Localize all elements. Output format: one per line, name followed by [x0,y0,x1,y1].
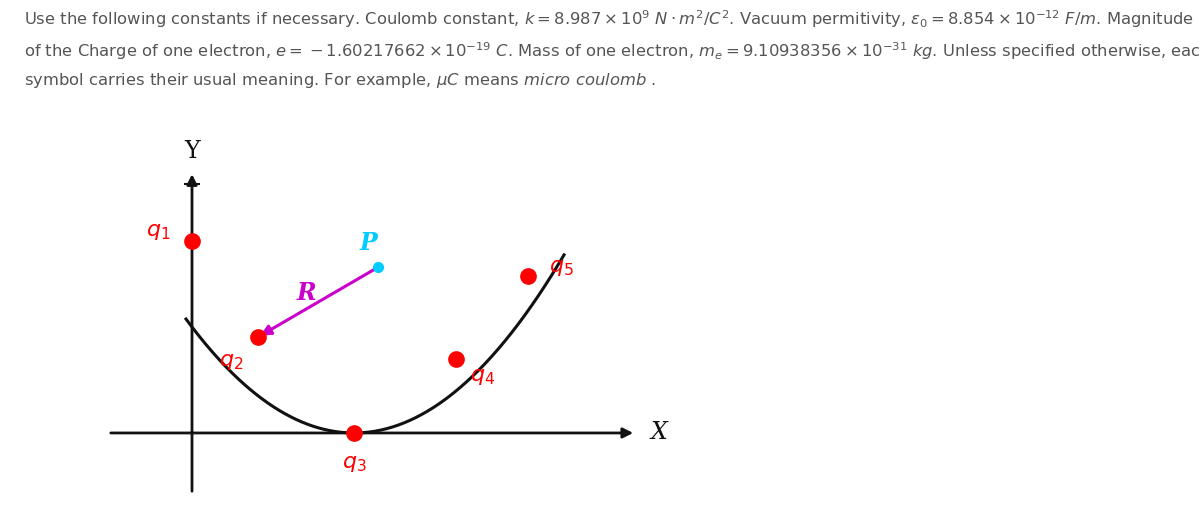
Text: R: R [296,282,316,305]
Text: Y: Y [184,140,200,163]
Text: $q_4$: $q_4$ [470,365,494,387]
Text: Use the following constants if necessary. Coulomb constant, $k = 8.987 \times 10: Use the following constants if necessary… [24,8,1200,90]
Text: $q_1$: $q_1$ [146,220,170,242]
Text: P: P [360,231,377,255]
Text: $q_3$: $q_3$ [342,452,366,475]
Text: X: X [650,422,667,444]
Text: $q_2$: $q_2$ [220,350,244,372]
Text: $q_5$: $q_5$ [550,256,574,278]
